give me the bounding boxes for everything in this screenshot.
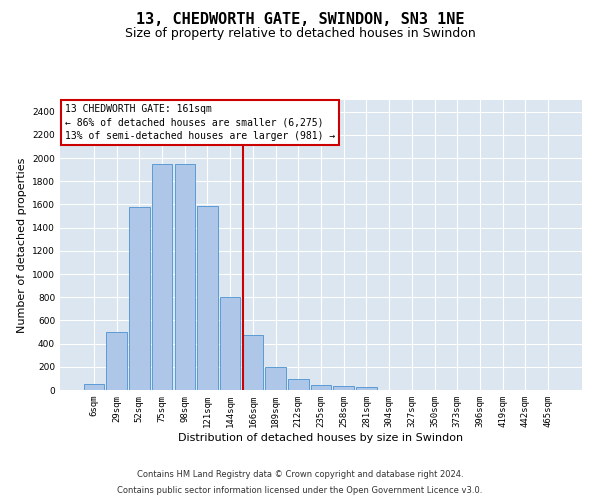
Text: 13 CHEDWORTH GATE: 161sqm
← 86% of detached houses are smaller (6,275)
13% of se: 13 CHEDWORTH GATE: 161sqm ← 86% of detac… [65, 104, 335, 141]
Bar [197, 206, 218, 390]
Text: 13, CHEDWORTH GATE, SWINDON, SN3 1NE: 13, CHEDWORTH GATE, SWINDON, SN3 1NE [136, 12, 464, 28]
Bar [220, 297, 241, 390]
Bar [265, 367, 286, 390]
Bar [288, 379, 308, 390]
Text: Size of property relative to detached houses in Swindon: Size of property relative to detached ho… [125, 28, 475, 40]
Bar [84, 384, 104, 390]
Y-axis label: Number of detached properties: Number of detached properties [17, 158, 26, 332]
Bar [175, 164, 195, 390]
Bar [152, 164, 172, 390]
Text: Contains HM Land Registry data © Crown copyright and database right 2024.: Contains HM Land Registry data © Crown c… [137, 470, 463, 479]
Bar [106, 332, 127, 390]
Bar [129, 208, 149, 390]
Text: Contains public sector information licensed under the Open Government Licence v3: Contains public sector information licen… [118, 486, 482, 495]
Bar [334, 386, 354, 390]
X-axis label: Distribution of detached houses by size in Swindon: Distribution of detached houses by size … [178, 432, 464, 442]
Bar [311, 385, 331, 390]
Bar [356, 388, 377, 390]
Bar [242, 335, 263, 390]
